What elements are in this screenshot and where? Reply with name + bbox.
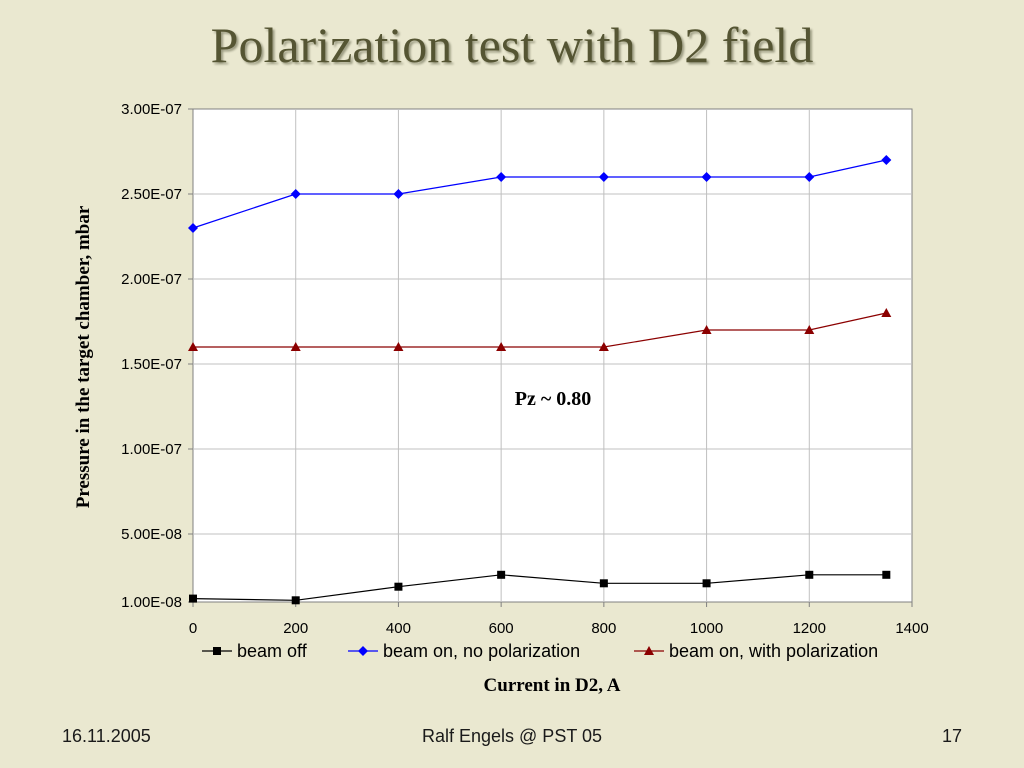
- data-point-diamond: [701, 172, 712, 182]
- data-point-diamond: [358, 646, 368, 656]
- x-tick-label: 800: [591, 620, 616, 637]
- y-tick-label: 5.00E-08: [121, 526, 182, 543]
- series-line: [192, 159, 887, 229]
- data-point-square: [394, 582, 403, 591]
- y-tick-label: 1.00E-07: [121, 441, 182, 458]
- slide-title: Polarization test with D2 field: [210, 17, 814, 73]
- data-point-square: [599, 579, 608, 588]
- grid: [193, 109, 912, 602]
- legend-item: beam on, no polarization: [348, 641, 580, 661]
- footer-date: 16.11.2005: [62, 726, 151, 746]
- data-point-square: [805, 570, 814, 579]
- y-tick-label: 2.00E-07: [121, 271, 182, 288]
- data-point-diamond: [804, 172, 815, 182]
- y-axis-label: Pressure in the target chamber, mbar: [73, 205, 94, 508]
- data-point-triangle: [393, 342, 404, 351]
- x-tick-label: 0: [189, 620, 197, 637]
- legend-item: beam on, with polarization: [634, 641, 878, 661]
- data-point-square: [702, 579, 711, 588]
- series-line: [192, 574, 887, 601]
- data-point-square: [882, 570, 891, 579]
- data-point-diamond: [496, 172, 507, 182]
- data-point-triangle: [188, 342, 198, 351]
- plot-area: [192, 108, 913, 603]
- x-tick-label: 1200: [793, 620, 826, 637]
- data-point-square: [213, 647, 221, 655]
- data-point-diamond: [188, 223, 198, 233]
- axes: 0 200 400 600 800 1000 1200 1400 3.00E-07 2.50E-0…: [121, 101, 929, 637]
- x-axis-label: Current in D2, A: [484, 675, 621, 696]
- x-tick-label: 200: [283, 620, 308, 637]
- data-point-triangle: [701, 325, 712, 334]
- data-point-diamond: [393, 189, 404, 199]
- x-tick-label: 1400: [895, 620, 928, 637]
- data-point-triangle: [881, 308, 892, 317]
- data-point-diamond: [290, 189, 301, 199]
- series-square: [189, 570, 891, 605]
- data-point-diamond: [881, 155, 892, 165]
- legend-label: beam on, with polarization: [669, 641, 878, 661]
- y-tick-label: 1.50E-07: [121, 356, 182, 373]
- footer-presenter: Ralf Engels @ PST 05: [421, 726, 603, 746]
- data-point-triangle: [804, 325, 815, 334]
- series-line: [193, 312, 887, 348]
- series-layer: [188, 155, 892, 605]
- data-point-triangle: [496, 342, 507, 351]
- legend-label: beam off: [237, 641, 308, 661]
- x-tick-label: 600: [489, 620, 514, 637]
- legend-label: beam on, no polarization: [383, 641, 580, 661]
- series-diamond: [188, 155, 892, 233]
- data-point-diamond: [598, 172, 609, 182]
- y-tick-label: 1.00E-08: [121, 594, 182, 611]
- x-tick-label: 400: [386, 620, 411, 637]
- data-point-triangle: [290, 342, 301, 351]
- legend-item: beam off: [202, 641, 308, 661]
- x-tick-label: 1000: [690, 620, 723, 637]
- data-point-square: [291, 596, 300, 605]
- data-point-triangle: [598, 342, 609, 351]
- annotation-pz: Pz ~ 0.80: [515, 388, 592, 410]
- y-tick-label: 3.00E-07: [121, 101, 182, 118]
- data-point-square: [189, 594, 197, 603]
- footer-page-number: 17: [941, 726, 962, 746]
- y-tick-label: 2.50E-07: [121, 186, 182, 203]
- series-triangle: [188, 308, 892, 351]
- legend: beam off beam on, no polarization beam on,…: [202, 641, 878, 661]
- data-point-triangle: [644, 646, 654, 655]
- data-point-square: [497, 570, 506, 579]
